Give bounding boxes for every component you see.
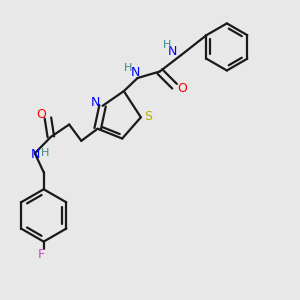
- Text: N: N: [130, 66, 140, 79]
- Text: H: H: [40, 148, 49, 158]
- Text: F: F: [38, 248, 45, 260]
- Text: O: O: [177, 82, 187, 95]
- Text: S: S: [144, 110, 152, 123]
- Text: H: H: [163, 40, 171, 50]
- Text: N: N: [91, 96, 100, 109]
- Text: O: O: [36, 107, 46, 121]
- Text: N: N: [31, 148, 40, 161]
- Text: N: N: [168, 45, 178, 58]
- Text: H: H: [124, 63, 133, 73]
